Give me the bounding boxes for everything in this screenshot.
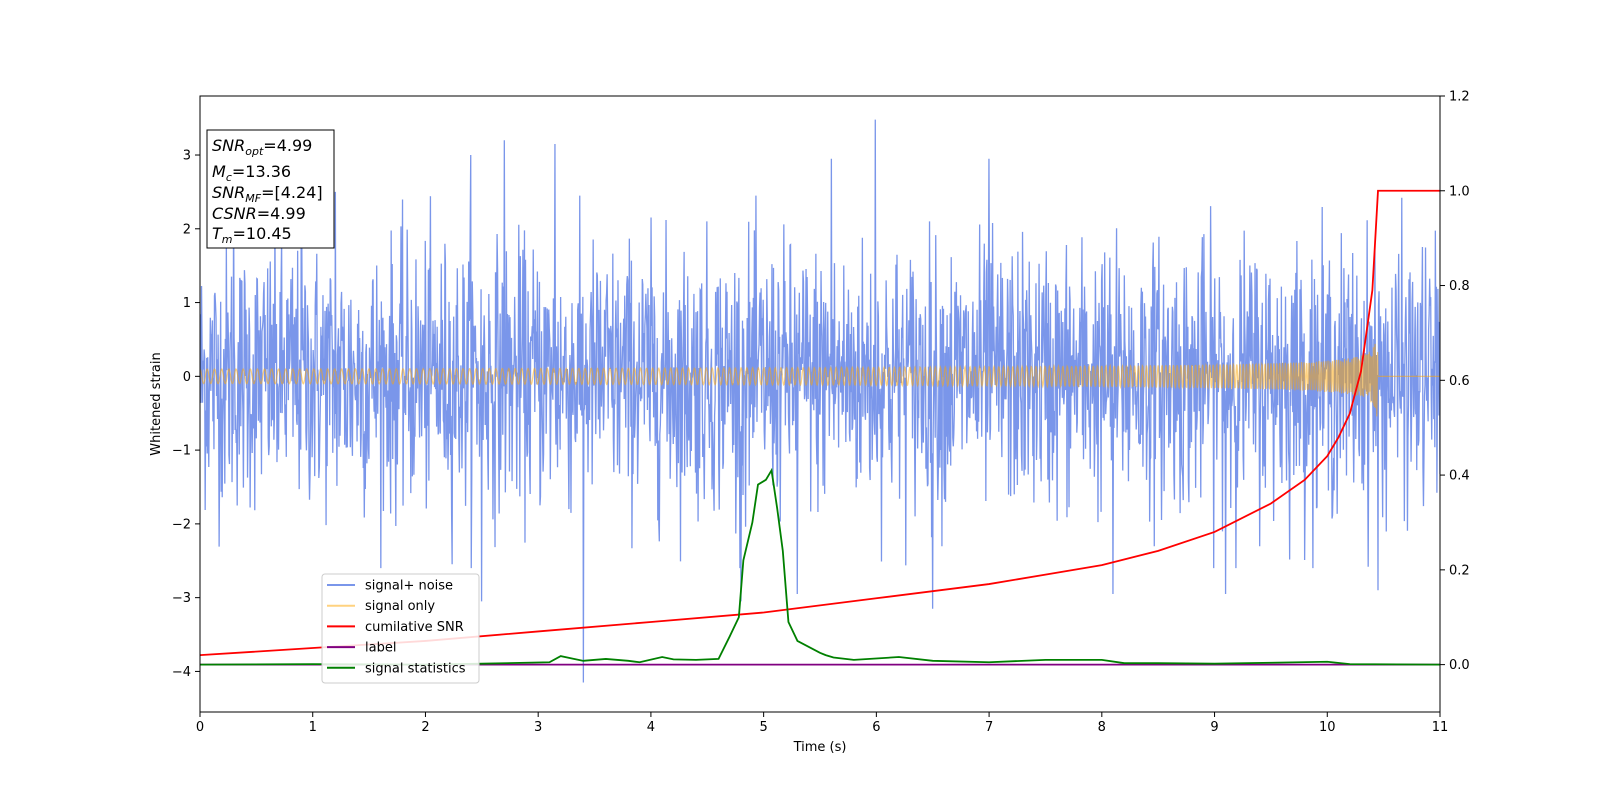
- x-tick: 9: [1210, 712, 1219, 735]
- x-tick-label: 6: [872, 720, 880, 735]
- info-snr-opt: SNRopt=4.99: [212, 136, 312, 158]
- x-tick: 2: [421, 712, 430, 735]
- legend-label: signal+ noise: [365, 579, 453, 594]
- legend-item: signal+ noise: [327, 579, 453, 594]
- y-axis-label: Whitened strain: [149, 352, 164, 455]
- x-tick: 7: [985, 712, 993, 735]
- x-tick-label: 7: [985, 720, 993, 735]
- y2-tick-label: 1.2: [1449, 90, 1470, 105]
- y-tick-label: 1: [183, 296, 191, 311]
- x-tick: 4: [647, 712, 655, 735]
- y2-tick-label: 0.6: [1449, 374, 1470, 389]
- y2-tick: 1.0: [1440, 184, 1470, 199]
- series-signal-statistics: [200, 467, 1440, 666]
- legend: signal+ noise signal only cumilative SNR la…: [321, 573, 480, 684]
- legend-label: signal only: [365, 599, 435, 614]
- x-tick: 0: [196, 712, 204, 735]
- y2-tick-label: 0.8: [1449, 279, 1470, 294]
- x-axis-label: Time (s): [793, 740, 847, 755]
- info-mc: Mc=13.36: [212, 162, 291, 184]
- y2-tick: 0.4: [1440, 469, 1470, 484]
- y2-tick: 0.0: [1440, 658, 1470, 673]
- legend-item: cumilative SNR: [327, 620, 464, 635]
- x-tick: 3: [534, 712, 542, 735]
- x-tick-label: 9: [1210, 720, 1218, 735]
- y-tick-label: 2: [183, 222, 191, 237]
- info-tm: Tm=10.45: [212, 224, 292, 246]
- y-tick: 0: [183, 370, 200, 385]
- x-tick-label: 0: [196, 720, 204, 735]
- series-signal-noise: [200, 119, 1440, 683]
- legend-label: cumilative SNR: [365, 620, 464, 635]
- x-tick-label: 2: [421, 720, 429, 735]
- y2-tick: 0.2: [1440, 563, 1470, 578]
- info-box: SNRopt=4.99 Mc=13.36SNRMF=[4.24]CSNR=4.99…: [206, 129, 335, 249]
- y2-tick-label: 1.0: [1449, 184, 1470, 199]
- y2-tick-label: 0.4: [1449, 469, 1470, 484]
- y-tick: 2: [183, 222, 200, 237]
- y-tick: −1: [172, 444, 200, 459]
- y-tick: −3: [172, 591, 200, 606]
- y-tick: −2: [172, 517, 200, 532]
- legend-label: label: [365, 641, 396, 656]
- y2-tick: 0.8: [1440, 279, 1470, 294]
- info-csnr: CSNR=4.99: [212, 204, 306, 223]
- y2-tick-label: 0.0: [1449, 658, 1470, 673]
- x-tick-label: 8: [1098, 720, 1106, 735]
- x-tick-label: 3: [534, 720, 542, 735]
- legend-label: signal statistics: [365, 661, 466, 676]
- x-tick-label: 1: [309, 720, 317, 735]
- plot-frame: [199, 95, 1441, 713]
- y-tick: 1: [183, 296, 200, 311]
- y-tick-label: −2: [172, 517, 191, 532]
- x-tick-label: 11: [1432, 720, 1449, 735]
- y-tick-label: −4: [172, 665, 191, 680]
- y-tick-label: 3: [183, 149, 191, 164]
- x-tick: 8: [1098, 712, 1106, 735]
- x-tick: 10: [1319, 712, 1336, 735]
- x-tick-label: 10: [1319, 720, 1336, 735]
- x-tick-label: 5: [759, 720, 767, 735]
- legend-item: signal only: [327, 599, 435, 614]
- series-signal-only: [200, 343, 1440, 417]
- y2-tick: 0.6: [1440, 374, 1470, 389]
- legend-frame: [321, 573, 480, 684]
- y-tick: −4: [172, 665, 200, 680]
- x-tick: 6: [872, 712, 881, 735]
- y2-tick-label: 0.2: [1449, 563, 1470, 578]
- x-tick: 5: [759, 712, 768, 735]
- y-tick-label: −3: [172, 591, 191, 606]
- legend-item: label: [327, 641, 396, 656]
- x-tick-label: 4: [647, 720, 655, 735]
- x-tick: 11: [1432, 712, 1449, 735]
- y-tick: 3: [183, 149, 200, 164]
- axes: 0 1 2 3 4 5 6 7 8 9 10 11 −4 −3 −2 −1 0 1 2 3 0.0 0.2 0.4 0.6 0.…: [149, 90, 1470, 756]
- y2-tick: 1.2: [1440, 90, 1470, 105]
- legend-item: signal statistics: [327, 661, 466, 676]
- x-tick: 1: [309, 712, 317, 735]
- series-cumilative-snr: [200, 189, 1440, 657]
- info-snr-mf: SNRMF=[4.24]: [212, 183, 323, 205]
- info-box-frame: [206, 129, 335, 249]
- y-tick-label: −1: [172, 444, 191, 459]
- y-tick-label: 0: [183, 370, 191, 385]
